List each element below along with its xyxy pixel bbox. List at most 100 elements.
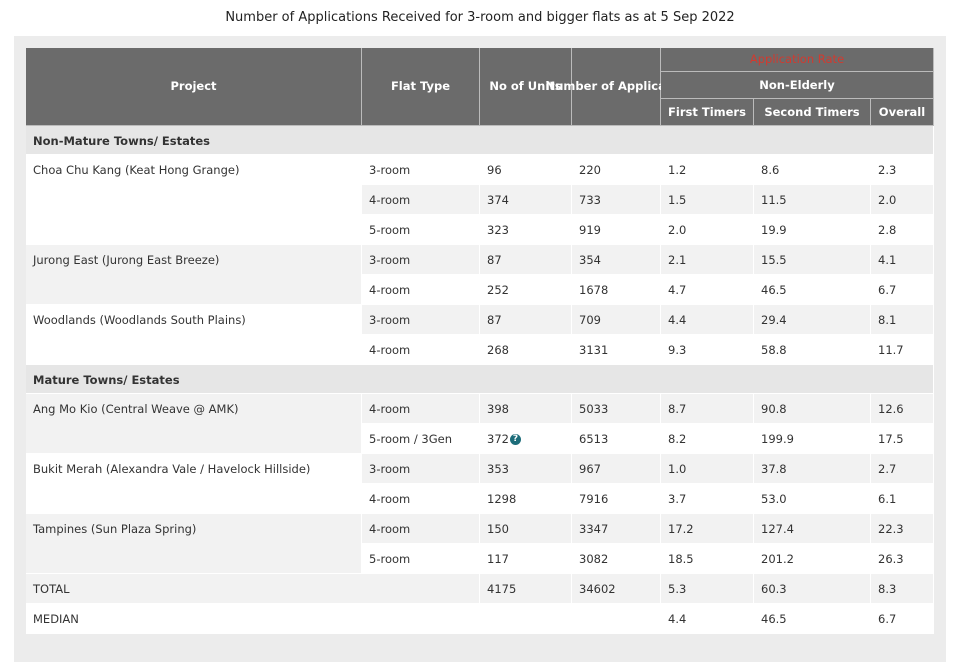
table-cell: 8.6 bbox=[754, 155, 871, 185]
header-cell: No of Units bbox=[480, 48, 572, 126]
table-cell: 4-room bbox=[362, 275, 480, 305]
section-row: Non-Mature Towns/ Estates bbox=[26, 126, 934, 155]
table-cell: 29.4 bbox=[754, 305, 871, 335]
table-cell: 733 bbox=[572, 185, 661, 215]
table-cell: 3-room bbox=[362, 245, 480, 275]
table-cell: 709 bbox=[572, 305, 661, 335]
table-cell: 1.2 bbox=[661, 155, 754, 185]
table-cell: 2.0 bbox=[871, 185, 934, 215]
table-cell: 53.0 bbox=[754, 484, 871, 514]
table-cell: 22.3 bbox=[871, 514, 934, 544]
table-cell: 201.2 bbox=[754, 544, 871, 574]
table-cell: 117 bbox=[480, 544, 572, 574]
table-cell: 354 bbox=[572, 245, 661, 275]
table-cell: 9.3 bbox=[661, 335, 754, 365]
table-cell: 268 bbox=[480, 335, 572, 365]
table-cell: 4.4 bbox=[661, 305, 754, 335]
table-cell: 11.5 bbox=[754, 185, 871, 215]
table-cell: 87 bbox=[480, 245, 572, 275]
table-cell: 252 bbox=[480, 275, 572, 305]
table-title: Number of Applications Received for 3-ro… bbox=[225, 10, 735, 25]
total-cell: 60.3 bbox=[754, 574, 871, 604]
table-cell: 87 bbox=[480, 305, 572, 335]
header-cell: Number of Applicants bbox=[546, 48, 686, 126]
header-cell: Overall bbox=[871, 99, 934, 126]
header-cell: Second Timers bbox=[754, 99, 871, 126]
table-cell: 18.5 bbox=[661, 544, 754, 574]
table-cell: 1.0 bbox=[661, 454, 754, 484]
table-cell: 3082 bbox=[572, 544, 661, 574]
table-cell: 967 bbox=[572, 454, 661, 484]
table-cell: 220 bbox=[572, 155, 661, 185]
total-cell: 4175 bbox=[480, 574, 572, 604]
table-cell: 17.2 bbox=[661, 514, 754, 544]
info-icon[interactable]: ? bbox=[509, 434, 521, 445]
total-cell: 8.3 bbox=[871, 574, 934, 604]
table-cell: 4-room bbox=[362, 514, 480, 544]
table-cell: 7916 bbox=[572, 484, 661, 514]
table-cell: 374 bbox=[480, 185, 572, 215]
table-cell: 372? bbox=[480, 424, 572, 454]
table-cell: 3.7 bbox=[661, 484, 754, 514]
table-cell: 6.1 bbox=[871, 484, 934, 514]
table-cell: 8.7 bbox=[661, 394, 754, 424]
table-cell: 46.5 bbox=[754, 275, 871, 305]
table-cell: 398 bbox=[480, 394, 572, 424]
total-label: TOTAL bbox=[26, 574, 480, 604]
table-cell: 15.5 bbox=[754, 245, 871, 275]
table-cell: 6.7 bbox=[871, 275, 934, 305]
table-cell: 26.3 bbox=[871, 544, 934, 574]
total-cell: 34602 bbox=[572, 574, 661, 604]
table-cell: 3-room bbox=[362, 155, 480, 185]
table-cell: 919 bbox=[572, 215, 661, 245]
median-label: MEDIAN bbox=[26, 604, 480, 634]
median-cell: 6.7 bbox=[871, 604, 934, 634]
table-cell: 4-room bbox=[362, 484, 480, 514]
section-row: Mature Towns/ Estates bbox=[26, 365, 934, 394]
table-cell: 11.7 bbox=[871, 335, 934, 365]
header-cell: Application Rate bbox=[661, 48, 934, 72]
project-cell: Ang Mo Kio (Central Weave @ AMK) bbox=[26, 394, 362, 454]
table-cell: 353 bbox=[480, 454, 572, 484]
table-cell: 96 bbox=[480, 155, 572, 185]
table-cell: 4-room bbox=[362, 335, 480, 365]
table-cell: 3-room bbox=[362, 305, 480, 335]
table-cell: 37.8 bbox=[754, 454, 871, 484]
table-cell: 17.5 bbox=[871, 424, 934, 454]
table-cell: 2.8 bbox=[871, 215, 934, 245]
table-cell: 1678 bbox=[572, 275, 661, 305]
table-cell: 12.6 bbox=[871, 394, 934, 424]
table-cell: 4.1 bbox=[871, 245, 934, 275]
table-cell: 127.4 bbox=[754, 514, 871, 544]
header-cell: First Timers bbox=[661, 99, 754, 126]
table-cell: 5033 bbox=[572, 394, 661, 424]
table-cell: 90.8 bbox=[754, 394, 871, 424]
table-cell: 4-room bbox=[362, 394, 480, 424]
table-cell: 1.5 bbox=[661, 185, 754, 215]
table-cell: 323 bbox=[480, 215, 572, 245]
table-cell: 4-room bbox=[362, 185, 480, 215]
table-cell: 2.0 bbox=[661, 215, 754, 245]
table-cell: 2.7 bbox=[871, 454, 934, 484]
median-cell: 4.4 bbox=[661, 604, 754, 634]
median-cell: 46.5 bbox=[754, 604, 871, 634]
table-cell: 3-room bbox=[362, 454, 480, 484]
table-cell: 5-room bbox=[362, 215, 480, 245]
table-cell: 6513 bbox=[572, 424, 661, 454]
table-cell: 19.9 bbox=[754, 215, 871, 245]
table-cell: 2.1 bbox=[661, 245, 754, 275]
project-cell: Bukit Merah (Alexandra Vale / Havelock H… bbox=[26, 454, 362, 514]
table-cell: 5-room / 3Gen bbox=[362, 424, 480, 454]
table-cell: 3131 bbox=[572, 335, 661, 365]
table-cell: 58.8 bbox=[754, 335, 871, 365]
table-cell: 199.9 bbox=[754, 424, 871, 454]
table-cell: 3347 bbox=[572, 514, 661, 544]
project-cell: Tampines (Sun Plaza Spring) bbox=[26, 514, 362, 574]
header-cell: Non-Elderly bbox=[661, 72, 934, 99]
project-cell: Jurong East (Jurong East Breeze) bbox=[26, 245, 362, 305]
table-cell: 4.7 bbox=[661, 275, 754, 305]
table-cell: 150 bbox=[480, 514, 572, 544]
header-cell: Flat Type bbox=[362, 48, 480, 126]
table-cell: 8.2 bbox=[661, 424, 754, 454]
